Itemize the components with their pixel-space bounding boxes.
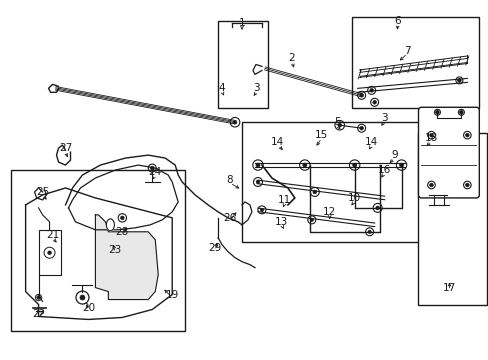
FancyBboxPatch shape <box>418 107 478 198</box>
Text: 24: 24 <box>148 167 162 177</box>
Bar <box>242 122 448 242</box>
Text: 28: 28 <box>116 227 129 237</box>
Circle shape <box>150 166 154 170</box>
Text: 5: 5 <box>334 117 340 127</box>
Circle shape <box>352 163 356 167</box>
Text: 1: 1 <box>238 18 245 28</box>
Circle shape <box>359 94 363 97</box>
Text: 18: 18 <box>424 133 437 143</box>
Circle shape <box>48 251 51 255</box>
Text: 3: 3 <box>381 113 387 123</box>
Circle shape <box>465 183 468 187</box>
Text: 23: 23 <box>108 245 122 255</box>
Circle shape <box>459 111 462 114</box>
Text: 12: 12 <box>323 207 336 217</box>
Text: 4: 4 <box>218 84 225 93</box>
Polygon shape <box>95 215 158 300</box>
Circle shape <box>302 163 306 167</box>
Text: 8: 8 <box>226 175 233 185</box>
Circle shape <box>435 111 438 114</box>
Circle shape <box>429 183 432 187</box>
Circle shape <box>375 206 379 210</box>
Text: 6: 6 <box>393 15 400 26</box>
Text: 2: 2 <box>288 54 295 63</box>
Circle shape <box>337 123 341 127</box>
Circle shape <box>80 295 85 300</box>
Bar <box>417 133 487 305</box>
Circle shape <box>260 208 263 211</box>
Text: 11: 11 <box>278 195 291 205</box>
Circle shape <box>37 296 41 299</box>
Circle shape <box>121 216 124 220</box>
Circle shape <box>312 190 316 194</box>
Text: 26: 26 <box>223 213 236 223</box>
Bar <box>39 230 61 275</box>
Text: 14: 14 <box>271 137 284 147</box>
Text: 9: 9 <box>390 150 397 160</box>
Bar <box>11 170 185 332</box>
Text: 14: 14 <box>364 137 378 147</box>
Text: 27: 27 <box>59 143 72 153</box>
Text: 19: 19 <box>165 289 179 300</box>
Circle shape <box>457 78 460 82</box>
Text: 20: 20 <box>81 302 95 312</box>
Text: 15: 15 <box>314 130 328 140</box>
Circle shape <box>367 230 370 233</box>
Circle shape <box>399 163 403 167</box>
Text: 7: 7 <box>404 45 410 55</box>
Circle shape <box>255 163 260 167</box>
Text: 17: 17 <box>442 283 455 293</box>
Circle shape <box>369 89 373 92</box>
Text: 22: 22 <box>32 310 45 319</box>
Text: 10: 10 <box>347 193 361 203</box>
Circle shape <box>359 126 363 130</box>
Text: 29: 29 <box>208 243 221 253</box>
Circle shape <box>465 134 468 137</box>
Text: 16: 16 <box>377 165 390 175</box>
Circle shape <box>256 180 259 184</box>
Text: 13: 13 <box>275 217 288 227</box>
Ellipse shape <box>106 219 114 231</box>
Circle shape <box>372 100 376 104</box>
Bar <box>351 17 478 108</box>
Text: 21: 21 <box>46 230 59 240</box>
Bar <box>218 21 267 108</box>
Text: 3: 3 <box>253 84 260 93</box>
Circle shape <box>429 134 432 137</box>
Polygon shape <box>25 188 172 319</box>
Text: 25: 25 <box>36 187 49 197</box>
Circle shape <box>233 121 236 124</box>
Circle shape <box>309 218 313 221</box>
